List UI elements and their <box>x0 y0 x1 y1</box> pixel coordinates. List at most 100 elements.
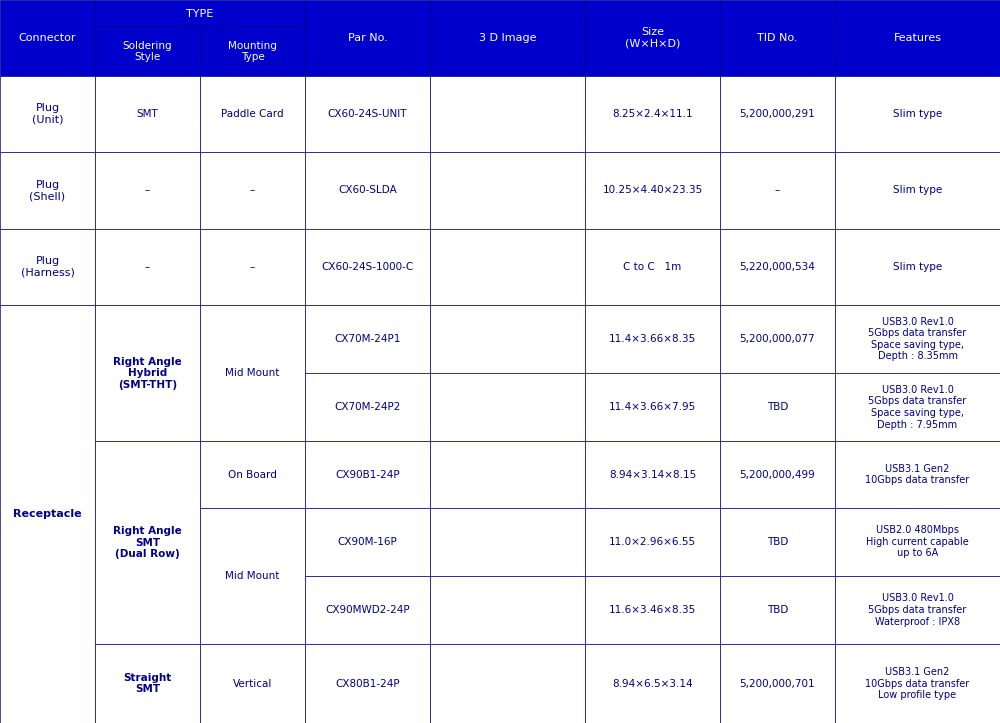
Text: USB2.0 480Mbps
High current capable
up to 6A: USB2.0 480Mbps High current capable up t… <box>866 525 969 558</box>
Bar <box>200 305 305 441</box>
Text: 3 D Image: 3 D Image <box>479 33 536 43</box>
Bar <box>720 508 835 576</box>
Bar <box>430 373 585 441</box>
Bar <box>305 152 430 228</box>
Bar <box>305 76 430 152</box>
Text: Receptacle: Receptacle <box>13 509 82 519</box>
Text: Slim type: Slim type <box>893 109 942 119</box>
Bar <box>305 644 430 723</box>
Bar <box>200 441 305 508</box>
Text: 11.4×3.66×8.35: 11.4×3.66×8.35 <box>609 334 696 344</box>
Bar <box>430 305 585 373</box>
Text: Straight
SMT: Straight SMT <box>123 672 172 694</box>
Text: CX90MWD2-24P: CX90MWD2-24P <box>325 605 410 615</box>
Text: 5,200,000,701: 5,200,000,701 <box>740 678 815 688</box>
Bar <box>430 508 585 576</box>
Bar <box>835 644 1000 723</box>
Bar <box>95 228 200 305</box>
Bar <box>720 441 835 508</box>
Bar <box>720 576 835 644</box>
Text: USB3.1 Gen2
10Gbps data transfer: USB3.1 Gen2 10Gbps data transfer <box>865 463 970 485</box>
Text: –: – <box>145 262 150 272</box>
Text: C to C   1m: C to C 1m <box>623 262 682 272</box>
Bar <box>585 441 720 508</box>
Bar <box>200 76 305 152</box>
Text: Slim type: Slim type <box>893 262 942 272</box>
Bar <box>720 644 835 723</box>
Bar <box>95 644 200 723</box>
Text: 8.25×2.4×11.1: 8.25×2.4×11.1 <box>612 109 693 119</box>
Text: Size
(W×H×D): Size (W×H×D) <box>625 27 680 48</box>
Bar <box>585 152 720 228</box>
Text: Mid Mount: Mid Mount <box>225 368 280 378</box>
Text: Mounting
Type: Mounting Type <box>228 40 277 62</box>
Bar <box>95 0 305 27</box>
Bar <box>585 0 720 76</box>
Text: Features: Features <box>894 33 942 43</box>
Text: USB3.1 Gen2
10Gbps data transfer
Low profile type: USB3.1 Gen2 10Gbps data transfer Low pro… <box>865 667 970 700</box>
Bar <box>720 0 835 76</box>
Bar <box>585 228 720 305</box>
Bar <box>720 76 835 152</box>
Bar <box>305 576 430 644</box>
Text: 5,200,000,499: 5,200,000,499 <box>740 469 815 479</box>
Text: 10.25×4.40×23.35: 10.25×4.40×23.35 <box>602 185 703 195</box>
Text: –: – <box>250 185 255 195</box>
Text: Plug
(Unit): Plug (Unit) <box>32 103 63 124</box>
Bar <box>200 152 305 228</box>
Bar <box>585 373 720 441</box>
Bar <box>835 373 1000 441</box>
Bar <box>430 576 585 644</box>
Bar <box>835 228 1000 305</box>
Bar <box>0 152 95 228</box>
Text: Soldering
Style: Soldering Style <box>123 40 172 62</box>
Text: Right Angle
Hybrid
(SMT-THT): Right Angle Hybrid (SMT-THT) <box>113 356 182 390</box>
Bar <box>0 76 95 152</box>
Bar <box>720 152 835 228</box>
Bar <box>835 508 1000 576</box>
Bar <box>585 76 720 152</box>
Bar <box>585 576 720 644</box>
Bar <box>200 508 305 644</box>
Bar <box>835 152 1000 228</box>
Bar <box>835 76 1000 152</box>
Bar <box>430 0 585 76</box>
Text: Mid Mount: Mid Mount <box>225 571 280 581</box>
Bar <box>0 305 95 723</box>
Bar <box>0 0 95 76</box>
Bar <box>95 27 200 76</box>
Text: 8.94×6.5×3.14: 8.94×6.5×3.14 <box>612 678 693 688</box>
Bar <box>430 228 585 305</box>
Bar <box>720 228 835 305</box>
Bar <box>835 0 1000 76</box>
Bar <box>200 27 305 76</box>
Bar <box>95 441 200 644</box>
Bar <box>430 76 585 152</box>
Text: Paddle Card: Paddle Card <box>221 109 284 119</box>
Text: CX90M-16P: CX90M-16P <box>338 537 397 547</box>
Text: 11.6×3.46×8.35: 11.6×3.46×8.35 <box>609 605 696 615</box>
Bar <box>305 508 430 576</box>
Text: CX70M-24P2: CX70M-24P2 <box>334 402 401 412</box>
Text: TBD: TBD <box>767 605 788 615</box>
Bar <box>835 305 1000 373</box>
Bar <box>305 228 430 305</box>
Text: TYPE: TYPE <box>186 9 214 19</box>
Text: CX60-SLDA: CX60-SLDA <box>338 185 397 195</box>
Bar <box>430 441 585 508</box>
Bar <box>585 305 720 373</box>
Text: –: – <box>775 185 780 195</box>
Bar <box>835 441 1000 508</box>
Bar <box>0 228 95 305</box>
Text: 8.94×3.14×8.15: 8.94×3.14×8.15 <box>609 469 696 479</box>
Text: CX70M-24P1: CX70M-24P1 <box>334 334 401 344</box>
Text: On Board: On Board <box>228 469 277 479</box>
Bar <box>430 152 585 228</box>
Bar <box>95 76 200 152</box>
Bar <box>585 644 720 723</box>
Text: SMT: SMT <box>137 109 158 119</box>
Text: Connector: Connector <box>19 33 76 43</box>
Text: 5,220,000,534: 5,220,000,534 <box>740 262 815 272</box>
Bar <box>720 305 835 373</box>
Text: 11.4×3.66×7.95: 11.4×3.66×7.95 <box>609 402 696 412</box>
